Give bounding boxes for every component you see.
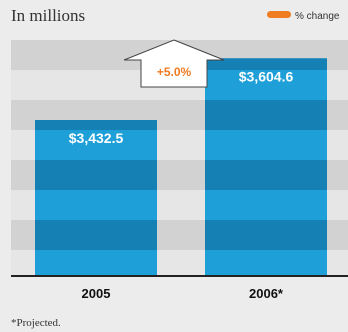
change-label: +5.0%	[157, 65, 192, 79]
bar-value-label: $3,604.6	[239, 68, 294, 84]
category-label: 2005	[82, 286, 111, 301]
bars: $3,432.5 $3,604.6	[35, 58, 327, 276]
bar-band-stripe	[205, 160, 327, 190]
legend-label: % change	[295, 11, 340, 22]
bar-value-label: $3,432.5	[69, 130, 124, 146]
bar-band-stripe	[205, 100, 327, 130]
unit-label: In millions	[11, 6, 85, 25]
category-label: 2006*	[249, 286, 284, 301]
bar-band-stripe	[35, 220, 157, 250]
bar-band-stripe	[205, 220, 327, 250]
legend-swatch	[267, 11, 291, 18]
bar-band-stripe	[35, 160, 157, 190]
footnote: *Projected.	[11, 317, 61, 329]
bar-band-stripe	[205, 58, 327, 70]
bar-band-stripe	[35, 120, 157, 130]
change-arrow-icon	[123, 39, 225, 88]
